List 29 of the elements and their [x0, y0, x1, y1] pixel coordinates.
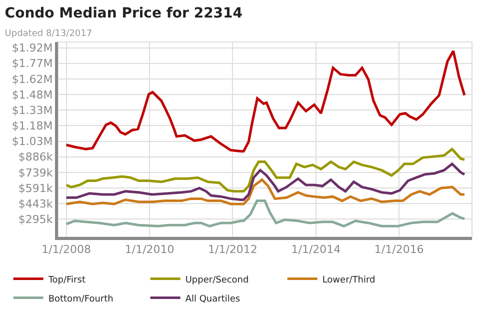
x-tick-label: 1/1/2016 — [374, 243, 424, 256]
line-series — [65, 162, 466, 201]
x-tick-label: 1/1/2014 — [291, 243, 341, 256]
y-tick-label: $591k — [18, 182, 54, 195]
y-tick-label: $295k — [18, 213, 54, 226]
legend-label: Bottom/Fourth — [48, 294, 114, 304]
legend-label: Top/First — [47, 275, 86, 286]
y-tick-label: $1.62M — [12, 72, 53, 86]
line-series — [65, 178, 466, 206]
line-series — [65, 200, 466, 228]
line-series — [65, 148, 466, 193]
y-tick-label: $1.48M — [12, 88, 53, 102]
x-tick-label: 1/1/2010 — [124, 243, 174, 256]
y-tick-label: $1.92M — [12, 42, 53, 55]
y-tick-label: $886k — [18, 150, 54, 164]
y-tick-label: $1.33M — [12, 104, 53, 117]
x-tick-label: 1/1/2012 — [208, 243, 258, 256]
y-tick-label: $1.18M — [12, 120, 53, 133]
chart-title: Condo Median Price for 22314 — [4, 6, 243, 22]
legend-label: Lower/Third — [322, 275, 376, 286]
y-tick-label: $1.03M — [12, 135, 53, 148]
x-tick-label: 1/1/2008 — [42, 243, 92, 256]
line-series — [65, 50, 466, 152]
chart-subtitle: Updated 8/13/2017 — [4, 28, 92, 39]
y-tick-label: $1.77M — [12, 57, 53, 70]
y-tick-label: $739k — [18, 166, 54, 180]
legend-label: Upper/Second — [185, 275, 249, 286]
legend-label: All Quartiles — [185, 294, 240, 304]
y-tick-label: $443k — [18, 198, 54, 210]
